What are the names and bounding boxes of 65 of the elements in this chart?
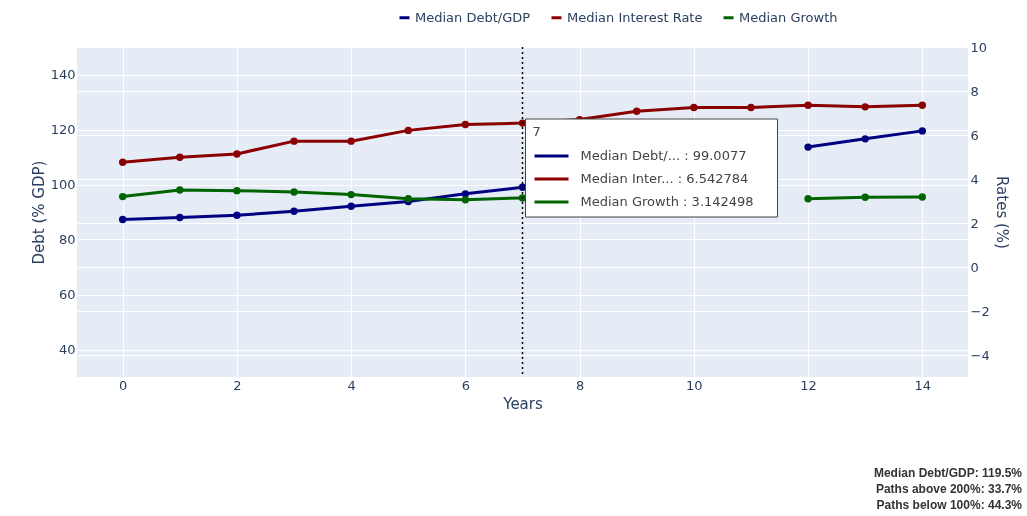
legend-label: Median Growth [739,9,838,25]
point [118,215,127,224]
point [633,107,641,115]
point [176,153,184,161]
point [176,213,184,222]
point [347,137,355,145]
y-tick-label: 40 [58,342,76,357]
legend-label: Median Interest Rate [567,9,703,25]
point [461,120,470,129]
point [347,202,355,210]
point [233,186,241,195]
point [347,190,355,199]
point [861,135,869,143]
point [290,137,298,145]
point [804,101,812,109]
x-tick-label: 2 [233,377,242,393]
y-tick-label: 120 [50,122,76,137]
point [290,207,298,215]
x-tick-label: 12 [800,377,817,393]
text: Median Debt/GDP: 119.5% [873,466,1023,480]
annotation: 7 [532,124,541,139]
point [233,150,241,158]
x-tick-label: 10 [686,377,703,393]
point [918,127,927,135]
point [747,103,755,112]
point [233,211,241,219]
y2-tick-label: −4 [970,347,990,363]
point [861,103,869,111]
text: Paths below 100%: 44.3% [876,498,1023,512]
point [404,126,412,135]
y-tick-label: 80 [58,232,76,247]
y2-tick-label: 4 [970,171,979,187]
point [861,193,869,201]
x-tick-label: 14 [914,377,932,393]
y-tick-label: 60 [58,287,76,302]
y-tick-label: 140 [50,67,76,82]
point [290,188,298,196]
point [804,143,812,151]
point [804,195,812,203]
text: Paths above 200%: 33.7% [875,482,1023,496]
point [918,193,927,201]
y2-tick-label: 2 [970,215,979,231]
y2-tick-label: 0 [970,259,979,275]
point [461,195,470,204]
x-axis-title: Years [502,394,543,413]
y2-tick-label: 8 [970,83,979,99]
y2-tick-label: −2 [970,303,990,319]
legend-label: Median Debt/GDP [415,9,531,25]
y2-tick-label: 10 [970,39,988,55]
x-tick-label: 8 [575,377,585,393]
point [690,103,698,112]
x-tick-label: 6 [461,377,471,393]
annotation: Median Debt/... : 99.0077 [580,148,747,163]
x-tick-label: 0 [119,377,128,393]
y-tick-label: 100 [50,177,76,192]
point [176,186,184,194]
point [118,158,127,166]
y2-axis-title: Rates (%) [992,176,1011,249]
y-axis-title: Debt (% GDP) [29,160,48,265]
annotation: Median Inter... : 6.542784 [580,171,749,186]
y2-tick-label: 6 [970,127,979,143]
x-tick-label: 4 [347,377,356,393]
point [118,192,127,201]
annotation: Median Growth : 3.142498 [580,194,754,209]
point [918,101,927,109]
